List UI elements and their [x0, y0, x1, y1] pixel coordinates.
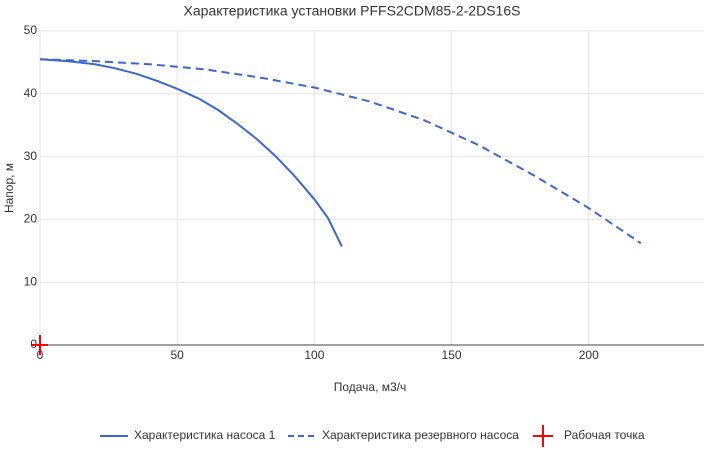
x-axis-label: Подача, м3/ч [334, 380, 407, 394]
y-tick-label: 20 [24, 212, 38, 226]
y-tick-label: 10 [24, 274, 38, 288]
working-point [32, 335, 48, 355]
x-tick-label: 50 [171, 348, 185, 362]
legend-label: Характеристика насоса 1 [134, 428, 276, 442]
y-tick-label: 30 [24, 149, 38, 163]
legend-symbol [533, 425, 553, 447]
legend-label: Характеристика резервного насоса [322, 428, 519, 442]
y-axis-label: Напор, м [2, 163, 16, 213]
x-tick-label: 150 [442, 348, 462, 362]
x-tick-label: 200 [579, 348, 599, 362]
series-line [39, 58, 343, 247]
working-point-cross [32, 335, 48, 355]
x-tick-label: 100 [304, 348, 324, 362]
series-line [39, 58, 642, 245]
y-tick-label: 40 [24, 86, 38, 100]
y-tick-label: 50 [24, 23, 38, 37]
legend-label: Рабочая точка [564, 428, 645, 442]
chart-title: Характеристика установки PFFS2CDM85-2-2D… [184, 3, 521, 19]
x-tick-label: 0 [37, 348, 44, 362]
